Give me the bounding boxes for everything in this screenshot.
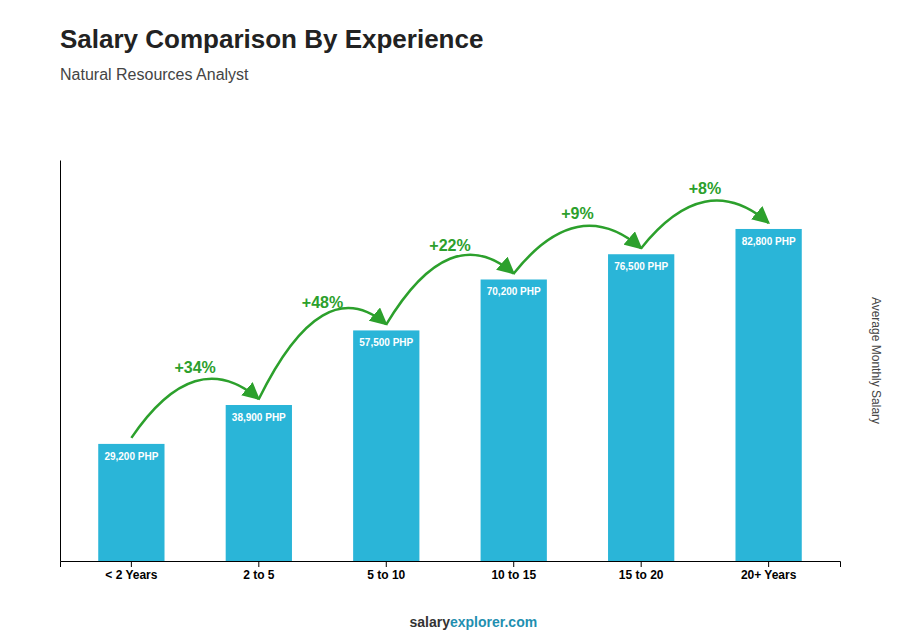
arrow [641,201,768,249]
bars [98,229,802,561]
x-tick-mark [131,561,132,567]
data-label: 70,200 PHP [487,286,541,297]
annotation: +9% [561,205,593,222]
x-tick-label: < 2 Years [105,568,157,582]
annotation: +22% [429,237,470,254]
data-label: 76,500 PHP [614,261,668,272]
x-tick: 15 to 20 [619,561,664,582]
subtitle: Natural Resources Analyst [60,66,249,83]
bar [481,279,547,561]
arrow [131,379,258,438]
annotations: +34% +48% +22% +9% +8% [131,180,768,438]
plot: < 2 Years 2 to 5 5 to 10 10 to 15 15 to 20 20… [61,161,841,582]
annotation: +48% [302,294,343,311]
x-tick-label: 20+ Years [741,568,797,582]
footer: explorer.com [450,614,537,630]
annotation: +8% [689,180,721,197]
data-label: 29,200 PHP [104,451,158,462]
x-tick-label: 5 to 10 [367,568,405,582]
x-tick-mark [768,561,769,567]
arrow [386,255,513,325]
data-label: 57,500 PHP [359,337,413,348]
x-tick-label: 2 to 5 [243,568,275,582]
title: Salary Comparison By Experience [60,24,483,54]
y-axis-line [60,161,61,562]
data-label: 38,900 PHP [232,412,286,423]
data-label: 82,800 PHP [742,236,796,247]
chart: Salary Comparison By Experience Natural R… [0,0,900,641]
arrow [259,308,386,399]
x-tick-label: 15 to 20 [619,568,664,582]
x-tick: 20+ Years [741,561,797,582]
x-tick: 10 to 15 [491,561,536,582]
x-tick: 2 to 5 [243,561,275,582]
x-tick-mark [641,561,642,567]
x-tick-label: 10 to 15 [491,568,536,582]
x-tick: 5 to 10 [367,561,405,582]
bar [735,229,801,561]
x-tick-mark [386,561,387,567]
bar [98,444,164,561]
bar [608,254,674,561]
x-tick-mark [513,561,514,567]
footer: salary [410,614,451,630]
data-labels: 29,200 PHP 38,900 PHP 57,500 PHP 70,200 PHP… [104,236,796,462]
x-tick: < 2 Years [105,561,157,582]
annotation: +34% [174,359,215,376]
y-axis [60,161,61,562]
x-tick-mark [258,561,259,567]
x-axis-line [61,562,841,568]
arrow [514,226,641,274]
y-axis-title: Average Monthly Salary [869,297,883,424]
bar [353,330,419,561]
bar [226,405,292,561]
x-axis: < 2 Years 2 to 5 5 to 10 10 to 15 15 to 20 20… [61,561,841,582]
